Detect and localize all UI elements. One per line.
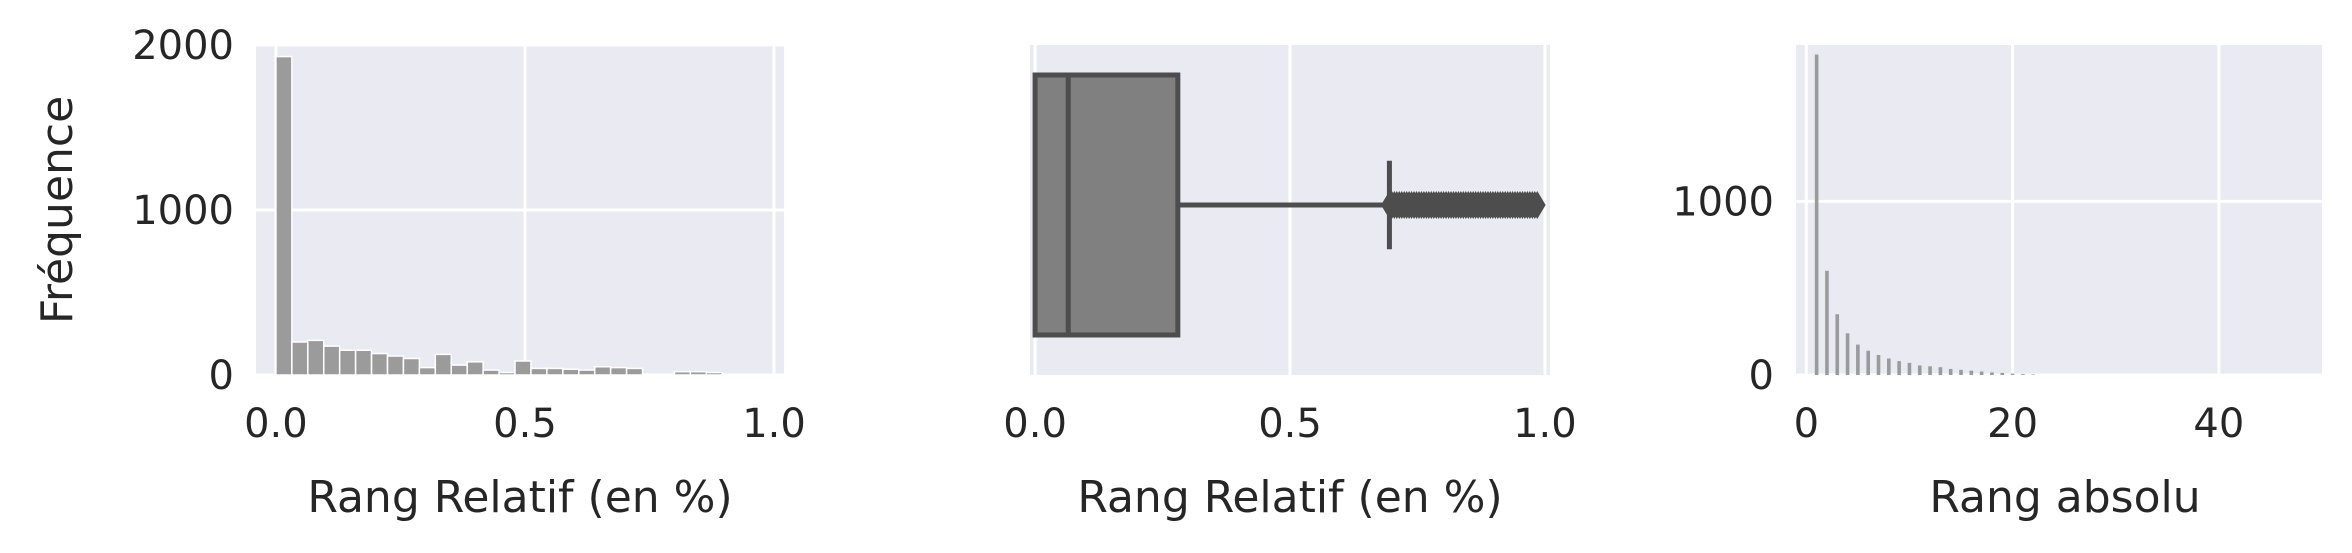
histogram-bar — [434, 353, 453, 376]
histogram-bar — [1814, 54, 1819, 375]
histogram-bar — [354, 349, 373, 376]
histogram-bar — [1907, 362, 1912, 375]
y-tick-label: 1000 — [132, 188, 234, 234]
histogram-bar — [1990, 372, 1994, 375]
histogram-bars — [275, 55, 755, 376]
histogram-bar — [307, 339, 325, 376]
x-axis-label: Rang Relatif (en %) — [1077, 472, 1502, 523]
y-tick-label: 0 — [209, 353, 234, 399]
histogram-bar — [275, 55, 293, 376]
histogram-bar — [737, 373, 755, 376]
histogram-bar — [338, 349, 357, 376]
histogram-bar — [578, 369, 596, 376]
y-tick-label: 1000 — [1672, 179, 1774, 225]
histogram-bar — [1897, 361, 1901, 375]
histogram-bar — [1948, 368, 1953, 375]
histogram-absolute-rank-panel: 0 20 40 0 1000 Rang absolu — [1672, 45, 2322, 523]
histogram-bar — [1866, 350, 1871, 375]
histogram-bar — [402, 357, 421, 376]
histogram-bar — [1928, 366, 1932, 375]
histogram-bar — [1938, 367, 1943, 375]
box-iqr — [1032, 72, 1181, 338]
grid-lines — [1796, 45, 2322, 377]
x-tick-label: 0.0 — [244, 401, 308, 447]
histogram-bar — [625, 367, 644, 376]
histogram-bar — [689, 370, 708, 376]
x-axis-label: Rang Relatif (en %) — [307, 472, 732, 523]
x-tick-label: 1.0 — [742, 401, 806, 447]
x-tick-label: 40 — [2193, 401, 2244, 447]
x-tick-label: 20 — [1987, 401, 2038, 447]
y-tick-label: 0 — [1749, 353, 1774, 399]
boxplot-relative-rank-panel: 0.0 0.5 1.0 Rang Relatif (en %) — [1003, 45, 1577, 523]
histogram-bars — [1814, 54, 2036, 375]
x-tick-label: 0.0 — [1003, 401, 1067, 447]
histogram-bar — [1969, 370, 1974, 375]
histogram-bar — [1979, 371, 1984, 375]
y-tick-labels: 0 1000 — [1672, 179, 1774, 399]
x-tick-labels: 0.0 0.5 1.0 — [244, 401, 806, 447]
y-tick-labels: 0 1000 2000 — [132, 23, 234, 399]
x-tick-label: 0 — [1794, 401, 1819, 447]
histogram-bar — [593, 366, 612, 376]
histogram-bar — [562, 368, 580, 376]
histogram-bar — [2021, 374, 2025, 375]
histogram-bar — [1845, 333, 1850, 375]
histogram-bar — [2031, 374, 2036, 375]
plot-background — [1796, 45, 2322, 375]
histogram-bar — [370, 352, 389, 376]
histogram-bar — [673, 370, 692, 376]
histogram-bar — [2010, 373, 2015, 375]
histogram-bar — [1876, 355, 1881, 375]
histogram-bar — [641, 373, 660, 376]
histogram-bar — [546, 367, 564, 376]
outlier-marker — [1528, 191, 1546, 219]
histogram-bar — [1856, 344, 1860, 375]
histogram-bar — [450, 364, 468, 376]
y-tick-label: 2000 — [132, 23, 234, 69]
histogram-bar — [609, 366, 628, 376]
histogram-bar — [466, 361, 484, 376]
histogram-bar — [498, 371, 516, 376]
histogram-bar — [530, 367, 548, 376]
histogram-bar — [386, 355, 405, 376]
histogram-bar — [291, 341, 309, 376]
histogram-bar — [322, 345, 341, 376]
histogram-bar — [418, 366, 437, 376]
histogram-bar — [1917, 365, 1922, 375]
x-tick-label: 0.5 — [493, 401, 557, 447]
histogram-bar — [705, 371, 723, 376]
histogram-bar — [721, 373, 739, 376]
y-axis-label: Fréquence — [32, 96, 83, 324]
histogram-bar — [482, 369, 500, 376]
histogram-bar — [1887, 358, 1891, 375]
box-plot — [1032, 72, 1546, 338]
histogram-bar — [2000, 372, 2005, 375]
x-tick-label: 0.5 — [1258, 401, 1322, 447]
x-tick-labels: 0.0 0.5 1.0 — [1003, 401, 1576, 447]
histogram-bar — [1959, 369, 1963, 375]
x-tick-label: 1.0 — [1513, 401, 1577, 447]
x-axis-label: Rang absolu — [1929, 472, 2200, 523]
histogram-bar — [1835, 314, 1840, 375]
histogram-bar — [1825, 270, 1829, 375]
histogram-bar — [514, 360, 532, 376]
x-tick-labels: 0 20 40 — [1794, 401, 2245, 447]
